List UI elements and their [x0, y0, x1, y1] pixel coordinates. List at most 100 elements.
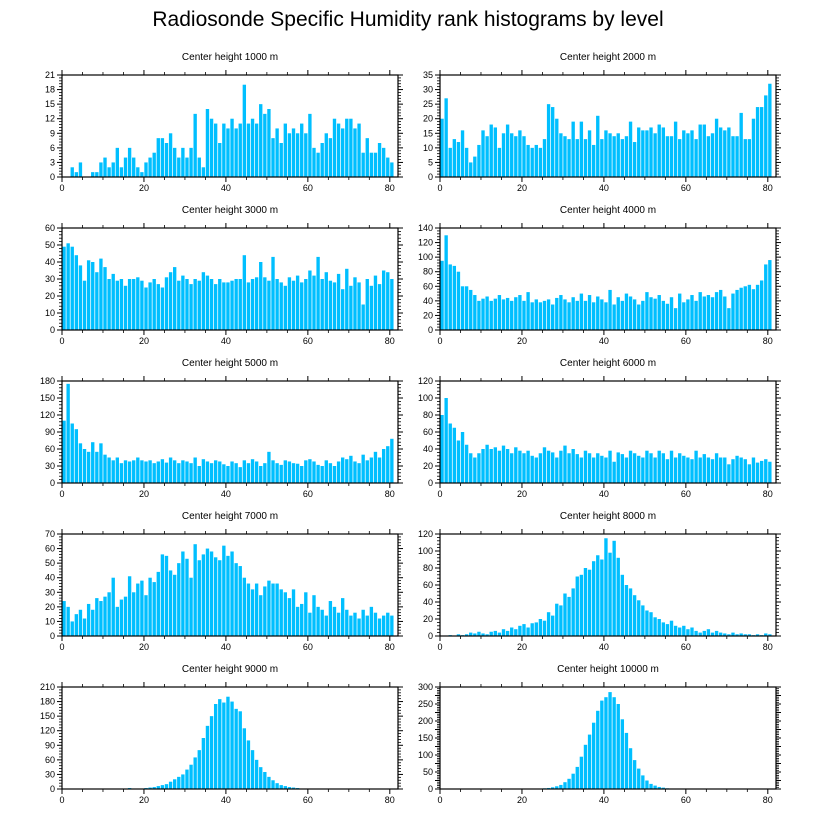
bar — [620, 300, 625, 330]
bar — [710, 297, 715, 330]
bar — [209, 463, 214, 483]
bar — [267, 776, 271, 789]
bar — [111, 162, 115, 177]
panel-title: Center height 10000 m — [557, 664, 659, 675]
bar — [661, 453, 665, 483]
bar — [587, 453, 592, 483]
bar — [164, 277, 169, 330]
bar — [156, 138, 160, 177]
bar — [132, 592, 136, 636]
bar — [320, 279, 324, 330]
bar — [308, 270, 312, 330]
bar — [312, 275, 316, 330]
bar — [637, 304, 641, 330]
bar — [739, 457, 743, 483]
bar — [160, 138, 165, 177]
bar — [456, 634, 461, 636]
bar — [612, 136, 616, 177]
bar — [641, 130, 645, 177]
panel-8: Center height 8000 m 0 20 40 60 80 100 120 0 20 40… — [418, 511, 781, 652]
panel-5: Center height 5000 m 0 30 60 90 120 150 180 0 20 4… — [40, 358, 403, 499]
bar — [444, 398, 448, 483]
bar — [95, 451, 99, 483]
bar — [723, 296, 727, 330]
bar — [485, 296, 489, 330]
bar — [743, 139, 747, 177]
bar — [628, 296, 633, 330]
bar — [497, 147, 502, 177]
bar — [103, 157, 107, 177]
bar — [226, 696, 230, 789]
bar — [127, 147, 132, 177]
bar — [665, 136, 670, 177]
bar — [719, 632, 723, 636]
y-tick-label: 120 — [418, 529, 433, 539]
bar — [300, 466, 304, 483]
y-tick-label: 50 — [423, 767, 433, 777]
bar — [628, 450, 633, 483]
bar — [694, 300, 698, 330]
bar — [295, 133, 300, 177]
bar — [600, 559, 604, 636]
bar — [197, 560, 201, 636]
bar — [336, 461, 341, 483]
bar — [567, 302, 571, 330]
bar — [764, 264, 768, 330]
bar — [653, 133, 657, 177]
bar — [473, 295, 477, 330]
bar — [501, 629, 506, 636]
bar — [591, 722, 596, 789]
bar — [136, 583, 140, 636]
bar — [628, 121, 633, 177]
bar — [755, 634, 760, 636]
bar — [381, 147, 386, 177]
bar — [103, 596, 107, 636]
y-tick-label: 0 — [428, 784, 433, 794]
bar — [690, 459, 694, 483]
bar — [86, 451, 91, 483]
bar — [583, 450, 588, 483]
bar — [673, 308, 678, 330]
bar — [649, 297, 653, 330]
bar — [600, 455, 604, 483]
bar — [546, 299, 551, 330]
bar — [99, 258, 103, 330]
y-tick-label: 25 — [423, 99, 433, 109]
bar — [226, 555, 230, 636]
bar — [148, 282, 152, 330]
bar — [555, 603, 559, 636]
bar — [234, 128, 238, 177]
x-tick-label: 40 — [221, 795, 231, 805]
bar — [242, 728, 247, 789]
bar — [579, 293, 584, 330]
bar — [193, 457, 197, 483]
bar — [608, 289, 612, 330]
y-tick-label: 21 — [45, 70, 55, 80]
bar — [493, 447, 497, 483]
bar — [70, 621, 74, 636]
bar — [259, 595, 263, 636]
bar — [328, 463, 333, 483]
panel-title: Center height 5000 m — [182, 358, 278, 369]
plot-frame — [439, 227, 777, 331]
bar — [563, 782, 567, 789]
bar — [218, 143, 222, 177]
bar — [263, 463, 267, 483]
bar — [91, 172, 95, 177]
x-tick-label: 60 — [681, 489, 691, 499]
y-tick-label: 300 — [418, 682, 433, 692]
bar — [456, 271, 461, 330]
panel-title: Center height 3000 m — [182, 205, 278, 216]
bar — [148, 577, 152, 636]
bar — [567, 139, 571, 177]
bar — [230, 118, 234, 177]
bar — [148, 157, 152, 177]
bar — [332, 466, 337, 483]
x-tick-label: 80 — [763, 183, 773, 193]
bar — [209, 118, 214, 177]
bar — [514, 297, 518, 330]
bar — [665, 459, 670, 483]
bar — [291, 787, 296, 789]
bar — [66, 606, 70, 636]
bar — [357, 463, 361, 483]
